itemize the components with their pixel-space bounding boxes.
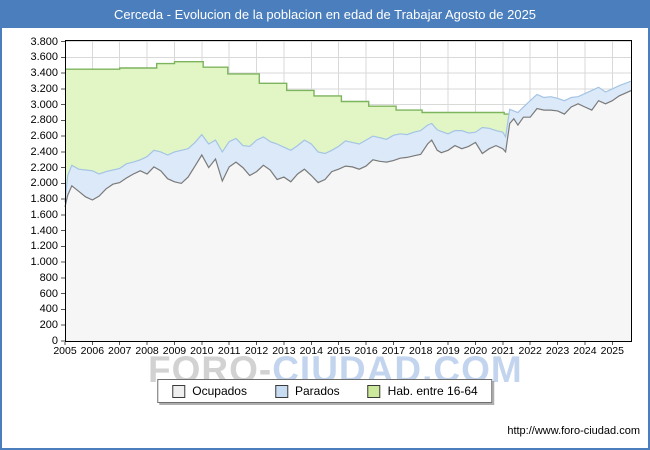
y-axis-label: 1.600 [2,209,58,221]
y-axis-label: 2.800 [2,114,58,126]
legend-item-hab: Hab. entre 16-64 [368,384,478,398]
x-axis-label: 2007 [105,345,135,357]
legend-item-ocupados: Ocupados [172,384,247,398]
y-axis-label: 3.600 [2,51,58,63]
y-axis-label: 2.000 [2,177,58,189]
legend: Ocupados Parados Hab. entre 16-64 [157,379,492,403]
y-axis-label: 1.400 [2,225,58,237]
x-axis-label: 2025 [597,345,627,357]
y-axis-label: 200 [2,319,58,331]
x-axis-label: 2023 [543,345,573,357]
x-axis-label: 2024 [570,345,600,357]
y-axis-label: 3.000 [2,99,58,111]
y-axis-label: 400 [2,303,58,315]
plot-area [65,40,632,342]
y-axis-label: 2.400 [2,146,58,158]
y-axis-label: 3.400 [2,67,58,79]
x-axis-label: 2006 [77,345,107,357]
legend-label-hab: Hab. entre 16-64 [388,384,478,398]
y-axis-label: 1.000 [2,256,58,268]
y-axis-label: 600 [2,288,58,300]
y-axis-label: 1.200 [2,240,58,252]
y-axis-label: 800 [2,272,58,284]
y-axis-label: 2.200 [2,162,58,174]
y-axis-label: 1.800 [2,193,58,205]
ocupados-swatch-icon [172,385,185,398]
legend-label-ocupados: Ocupados [192,384,247,398]
parados-swatch-icon [275,385,288,398]
hab-swatch-icon [368,385,381,398]
legend-item-parados: Parados [275,384,340,398]
y-axis-label: 2.600 [2,130,58,142]
source-url[interactable]: http://www.foro-ciudad.com [507,425,640,437]
y-axis-label: 3.200 [2,83,58,95]
x-axis-label: 2005 [50,345,80,357]
legend-label-parados: Parados [295,384,340,398]
chart-window: Cerceda - Evolucion de la poblacion en e… [0,0,650,450]
chart-title: Cerceda - Evolucion de la poblacion en e… [2,2,648,28]
y-axis-label: 3.800 [2,36,58,48]
